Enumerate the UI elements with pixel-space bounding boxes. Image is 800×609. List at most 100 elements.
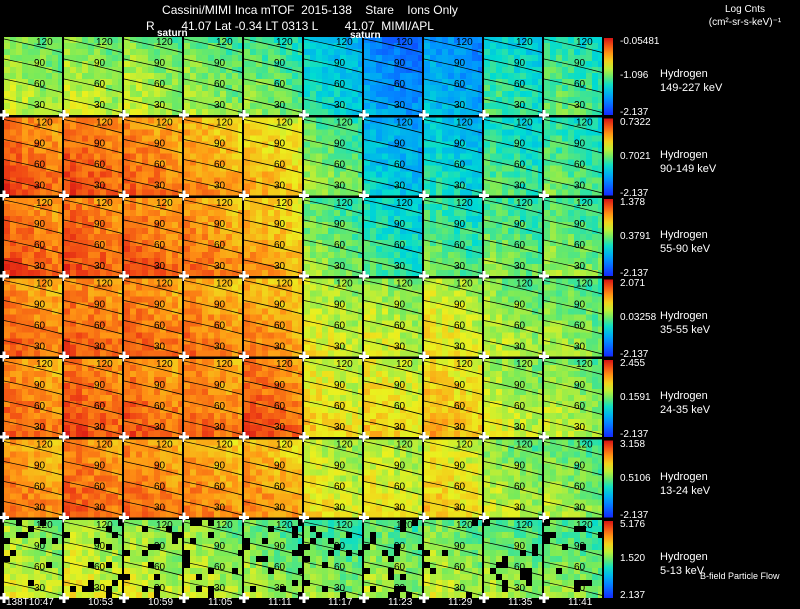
contour-label: 90 <box>94 58 106 69</box>
contour-label: 120 <box>36 198 53 209</box>
panel-r1-c8: 120 90 60 30 <box>479 117 542 201</box>
contour-label: 120 <box>36 118 53 129</box>
contour-label: 30 <box>34 342 46 353</box>
contour-label: 90 <box>214 380 226 391</box>
contour-label: 60 <box>394 321 406 332</box>
panel-r5-c4: 120 90 60 30 <box>239 439 302 523</box>
contour-label: 120 <box>396 520 413 531</box>
contour-label: 90 <box>94 461 106 472</box>
contour-label: 30 <box>154 100 166 111</box>
contour-label: 30 <box>214 261 226 272</box>
contour-label: 90 <box>34 300 46 311</box>
panel-r1-c7: 120 90 60 30 <box>419 117 482 201</box>
panel-r2-c8: 120 90 60 30 <box>479 198 542 281</box>
energy-range-label: 24-35 keV <box>660 404 711 416</box>
panel-r5-c9: 120 90 60 30 <box>539 439 602 523</box>
contour-label: 90 <box>154 380 166 391</box>
panel-r0-c2: 120 90 60 30 <box>119 37 182 120</box>
species-label: Hydrogen <box>660 229 708 241</box>
contour-label: 120 <box>156 279 173 290</box>
contour-label: 60 <box>154 562 166 573</box>
panel-r4-c5: 120 90 60 30 <box>299 359 362 442</box>
contour-label: 120 <box>156 520 173 531</box>
contour-label: 60 <box>454 401 466 412</box>
contour-label: 120 <box>516 118 533 129</box>
contour-label: 30 <box>34 583 46 594</box>
contour-label: 120 <box>456 359 473 370</box>
contour-label: 90 <box>394 139 406 150</box>
contour-label: 120 <box>216 118 233 129</box>
contour-label: 30 <box>454 261 466 272</box>
contour-label: 30 <box>574 261 586 272</box>
contour-label: 30 <box>574 181 586 192</box>
contour-label: 30 <box>34 503 46 514</box>
species-energy-label: Hydrogen 149-227 keV <box>660 67 722 95</box>
contour-label: 60 <box>94 160 106 171</box>
time-tick-label: 11:17 <box>328 597 353 608</box>
contour-label: 60 <box>214 160 226 171</box>
contour-label: 90 <box>34 461 46 472</box>
saturn-tag-2: saturn <box>350 30 381 41</box>
contour-label: 90 <box>274 139 286 150</box>
colorbar-max-label: 3.158 <box>620 438 646 450</box>
contour-label: 120 <box>576 440 593 451</box>
contour-label: 60 <box>334 79 346 90</box>
contour-label: 30 <box>394 422 406 433</box>
contour-label: 120 <box>36 520 53 531</box>
contour-label: 90 <box>214 541 226 552</box>
contour-label: 60 <box>94 482 106 493</box>
contour-label: 30 <box>334 181 346 192</box>
bfield-flow-legend: B-field Particle Flow <box>700 571 780 581</box>
panel-r4-c3: 120 90 60 30 <box>179 359 242 442</box>
contour-label: 60 <box>154 401 166 412</box>
panel-r3-c0: 120 90 60 30 <box>0 278 62 362</box>
contour-label: 60 <box>274 482 286 493</box>
contour-label: 120 <box>336 359 353 370</box>
contour-label: 90 <box>34 58 46 69</box>
energy-range-label: 13-24 keV <box>660 484 711 497</box>
contour-label: 120 <box>576 198 593 209</box>
contour-label: 90 <box>214 219 226 230</box>
panel-r3-c1: 120 90 60 30 <box>59 278 122 362</box>
panel-r5-c2: 120 90 60 30 <box>119 439 182 523</box>
contour-label: 30 <box>454 503 466 514</box>
contour-label: 120 <box>216 359 233 370</box>
panel-r1-c0: 120 90 60 30 <box>0 117 62 201</box>
contour-label: 30 <box>514 422 526 433</box>
contour-label: 120 <box>276 520 293 531</box>
contour-label: 30 <box>394 181 406 192</box>
panel-r3-c7: 120 90 60 30 <box>419 278 482 362</box>
contour-label: 30 <box>514 100 526 111</box>
panel-r1-c3: 120 90 60 30 <box>179 117 242 201</box>
contour-label: 30 <box>574 503 586 514</box>
colorbar-4 <box>604 360 613 437</box>
contour-label: 120 <box>96 520 113 531</box>
contour-label: 90 <box>574 219 586 230</box>
contour-label: 90 <box>214 58 226 69</box>
contour-label: 90 <box>574 541 586 552</box>
contour-label: 120 <box>156 198 173 209</box>
contour-label: 30 <box>334 503 346 514</box>
contour-label: 60 <box>274 401 286 412</box>
contour-label: 90 <box>394 461 406 472</box>
contour-label: 30 <box>34 422 46 433</box>
contour-label: 120 <box>396 359 413 370</box>
panel-r4-c2: 120 90 60 30 <box>119 359 182 442</box>
panel-r1-c2: 120 90 60 30 <box>119 117 182 201</box>
species-energy-label: Hydrogen 90-149 keV <box>660 148 716 176</box>
panel-r0-c1: 120 90 60 30 <box>59 37 122 120</box>
contour-label: 90 <box>454 461 466 472</box>
contour-label: 60 <box>454 79 466 90</box>
contour-label: 60 <box>34 562 46 573</box>
contour-label: 60 <box>334 562 346 573</box>
contour-label: 60 <box>574 562 586 573</box>
panel-r3-c5: 120 90 60 30 <box>299 278 362 362</box>
contour-label: 90 <box>334 58 346 69</box>
contour-label: 30 <box>334 422 346 433</box>
contour-label: 90 <box>514 139 526 150</box>
contour-label: 60 <box>394 160 406 171</box>
contour-label: 30 <box>514 342 526 353</box>
contour-label: 60 <box>514 321 526 332</box>
contour-label: 30 <box>154 261 166 272</box>
panel-r6-c2: 120 90 60 30 <box>119 520 182 603</box>
